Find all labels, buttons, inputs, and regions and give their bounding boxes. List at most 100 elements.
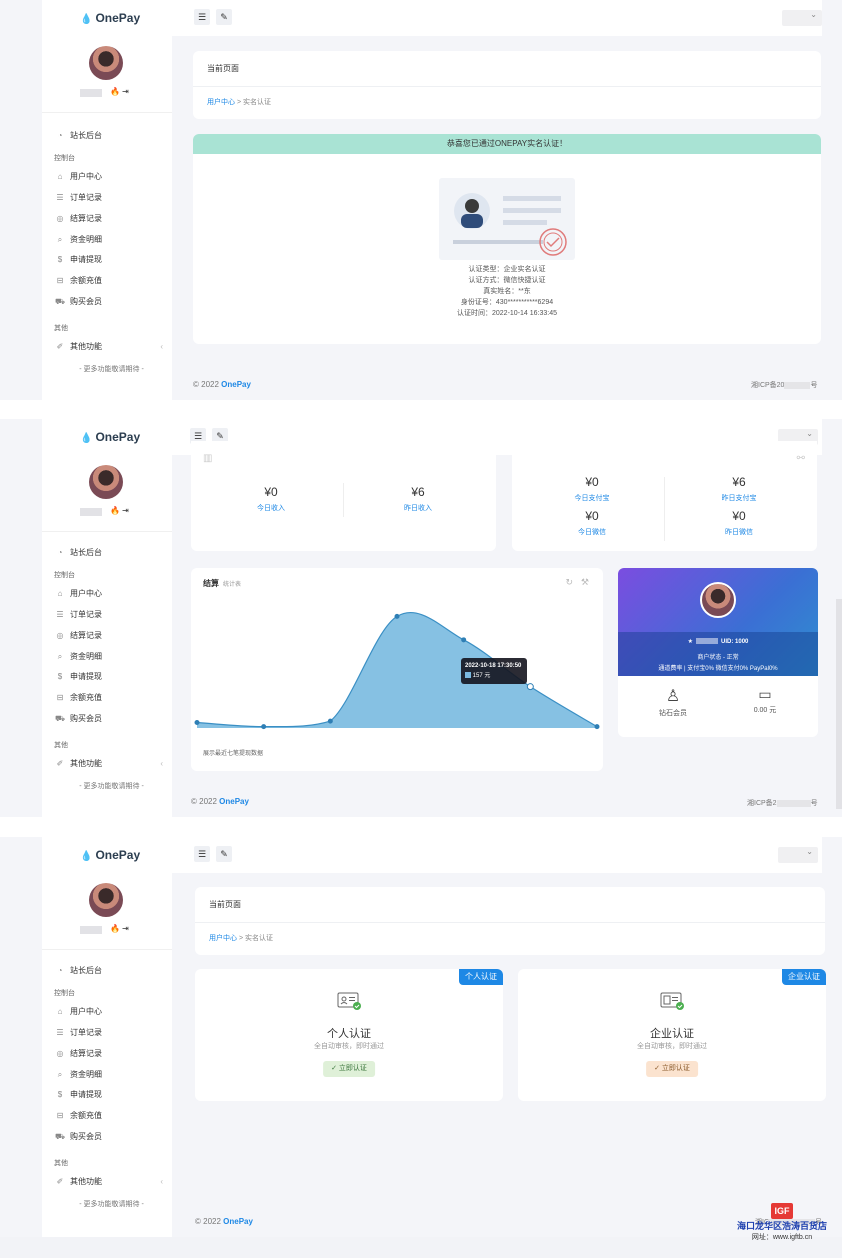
sidebar-item-funds[interactable]: ⌕ 资金明细 <box>54 1065 169 1086</box>
payment-stats-card: ⚯ ¥0 今日支付宝 ¥6 昨日支付宝 ¥0 今日微信 ¥0 昨日微信 <box>512 441 817 551</box>
sidebar-item-withdraw[interactable]: $ 申请提现 <box>54 667 169 688</box>
sidebar-item-other[interactable]: ✐ 其他功能 ‹ <box>54 1172 169 1193</box>
footer: © 2022 OnePay <box>195 1217 253 1226</box>
group-console: 控制台 <box>54 571 75 579</box>
brush-button[interactable]: ✎ <box>216 9 232 25</box>
sidebar-item-settlements[interactable]: ◎ 结算记录 <box>54 626 169 647</box>
sidebar-item-funds[interactable]: ⌕ 资金明细 <box>54 230 169 251</box>
breadcrumb-home[interactable]: 用户中心 <box>207 99 235 106</box>
sidebar-item-admin[interactable]: ◔ 站长后台 <box>54 961 169 982</box>
personal-verify-button[interactable]: ✓ 立即认证 <box>323 1061 375 1077</box>
breadcrumb-current: 实名认证 <box>242 99 271 106</box>
brush-button[interactable]: ✎ <box>212 428 228 444</box>
user-dropdown[interactable] <box>778 847 818 863</box>
bank-icon: ⊟ <box>56 693 64 703</box>
chart-point[interactable] <box>194 719 200 725</box>
profile-avatar[interactable] <box>700 582 736 618</box>
dollar-icon: $ <box>57 255 63 265</box>
user-icon: ♙ <box>665 688 681 705</box>
user-dropdown[interactable] <box>782 10 822 26</box>
settlement-area-chart <box>194 611 600 730</box>
sidebar-item-funds[interactable]: ⌕ 资金明细 <box>54 647 169 668</box>
yesterday-income-label[interactable]: 昨日收入 <box>404 505 432 512</box>
today-income-value: ¥0 <box>264 485 278 499</box>
chevron-left-icon: ‹ <box>160 1177 163 1187</box>
menu-toggle-button[interactable]: ☰ <box>194 9 210 25</box>
footer-brand[interactable]: OnePay <box>221 380 251 389</box>
bank-icon: ⊟ <box>56 276 64 286</box>
avatar[interactable] <box>89 465 123 499</box>
chart-point[interactable] <box>261 724 267 730</box>
breadcrumb-home[interactable]: 用户中心 <box>209 935 237 942</box>
footer-brand[interactable]: OnePay <box>219 797 249 806</box>
wallet-icon: ▭ <box>758 686 772 702</box>
wrench-icon[interactable]: ⚒ <box>580 577 589 587</box>
chart-point[interactable] <box>594 724 600 730</box>
sidebar-item-orders[interactable]: ☰ 订单记录 <box>54 188 169 209</box>
today-wechat-label[interactable]: 今日微信 <box>578 529 606 536</box>
search-icon: ⌕ <box>57 1069 63 1079</box>
chart-point[interactable] <box>327 718 333 724</box>
sidebar-item-other[interactable]: ✐ 其他功能 ‹ <box>54 337 169 358</box>
drop-icon: 💧 <box>80 851 93 862</box>
dollar-icon: $ <box>57 1090 63 1100</box>
logo[interactable]: 💧 OnePay <box>80 430 141 444</box>
today-income-label[interactable]: 今日收入 <box>257 505 285 512</box>
sidebar-item-orders[interactable]: ☰ 订单记录 <box>54 1023 169 1044</box>
logo[interactable]: 💧 OnePay <box>80 11 141 25</box>
dashboard-icon: ◔ <box>57 131 63 140</box>
sidebar-item-admin[interactable]: ◔ 站长后台 <box>54 126 169 147</box>
sidebar-item-withdraw[interactable]: $ 申请提现 <box>54 250 169 271</box>
balance[interactable]: ▭ 0.00 元 <box>740 686 790 715</box>
user-actions[interactable]: 🔥 ⇥ <box>110 506 129 515</box>
user-actions[interactable]: 🔥 ⇥ <box>110 924 129 933</box>
sidebar-item-orders[interactable]: ☰ 订单记录 <box>54 605 169 626</box>
page-title: 当前页面 <box>195 887 825 923</box>
sidebar-item-membership[interactable]: ⛟ 购买会员 <box>54 1127 169 1148</box>
logo[interactable]: 💧 OnePay <box>80 848 141 862</box>
sidebar-item-withdraw[interactable]: $ 申请提现 <box>54 1085 169 1106</box>
yesterday-wechat-label[interactable]: 昨日微信 <box>725 529 753 536</box>
sidebar-item-membership[interactable]: ⛟ 购买会员 <box>54 292 169 313</box>
member-level[interactable]: ♙ 钻石会员 <box>648 686 698 718</box>
sidebar-item-recharge[interactable]: ⊟ 余额充值 <box>54 1106 169 1127</box>
menu-toggle-button[interactable]: ☰ <box>194 846 210 862</box>
sidebar-item-user-center[interactable]: ⌂ 用户中心 <box>54 1002 169 1023</box>
chart-point[interactable] <box>461 637 467 643</box>
icp-number[interactable]: 湘IC 号 <box>755 1218 822 1226</box>
sidebar-item-recharge[interactable]: ⊟ 余额充值 <box>54 271 169 292</box>
footer-brand[interactable]: OnePay <box>223 1217 253 1226</box>
page-title: 当前页面 <box>193 51 821 87</box>
dollar-icon: $ <box>57 672 63 682</box>
enterprise-verify-button[interactable]: ✓ 立即认证 <box>646 1061 698 1077</box>
sidebar-item-membership[interactable]: ⛟ 购买会员 <box>54 709 169 730</box>
avatar[interactable] <box>89 883 123 917</box>
menu-toggle-button[interactable]: ☰ <box>190 428 206 444</box>
sidebar-item-settlements[interactable]: ◎ 结算记录 <box>54 1044 169 1065</box>
sidebar-item-user-center[interactable]: ⌂ 用户中心 <box>54 584 169 605</box>
user-actions[interactable]: 🔥 ⇥ <box>110 87 129 96</box>
today-alipay-label[interactable]: 今日支付宝 <box>574 495 610 502</box>
yesterday-alipay-label[interactable]: 昨日支付宝 <box>721 495 757 502</box>
avatar[interactable] <box>89 46 123 80</box>
brush-button[interactable]: ✎ <box>216 846 232 862</box>
today-alipay-value: ¥0 <box>585 475 599 489</box>
settlement-chart-card: 结算 统计表 ↻ ⚒ 2022-10-18 17:30:50 157 元 展示最近… <box>191 568 603 771</box>
sidebar-item-settlements[interactable]: ◎ 结算记录 <box>54 209 169 230</box>
sidebar-item-recharge[interactable]: ⊟ 余额充值 <box>54 688 169 709</box>
chart-footer: 展示最近七笔提现数据 <box>203 751 264 757</box>
group-other: 其他 <box>54 742 68 750</box>
id-card-illustration <box>439 178 575 260</box>
icp-number[interactable]: 湘ICP备20 号 <box>751 381 818 389</box>
chart-point[interactable] <box>526 683 534 691</box>
sidebar-item-user-center[interactable]: ⌂ 用户中心 <box>54 167 169 188</box>
chart-point[interactable] <box>394 613 400 619</box>
sidebar-item-other[interactable]: ✐ 其他功能 ‹ <box>54 754 169 775</box>
icp-number[interactable]: 湘ICP备2 号 <box>747 799 818 807</box>
profile-uid: ★ UID: 1000 <box>687 638 749 645</box>
scrollbar[interactable] <box>836 599 842 809</box>
breadcrumb: 用户中心 > 实名认证 <box>209 935 273 942</box>
pencil-icon: ✐ <box>56 1177 64 1187</box>
sidebar-item-admin[interactable]: ◔ 站长后台 <box>54 543 169 564</box>
refresh-icon[interactable]: ↻ <box>565 577 573 587</box>
